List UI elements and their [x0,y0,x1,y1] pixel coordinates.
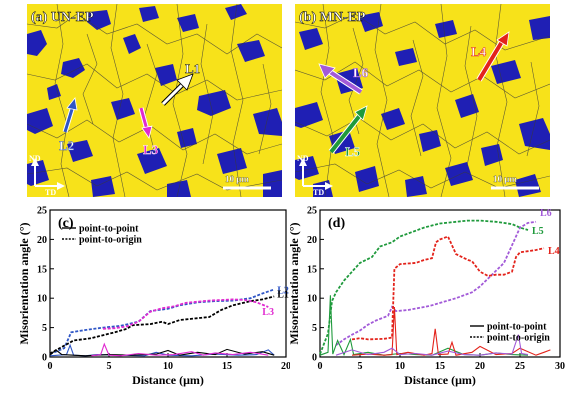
series-label-l4: L4 [548,246,560,257]
y-tick-label: 20 [307,235,317,246]
series-l2-point-to-point [49,343,275,357]
series-label-l2: L2 [277,285,289,296]
y-tick-label: 0 [312,353,317,364]
blue-phase-grains [295,12,550,197]
series-label-l3: L3 [262,307,274,318]
line-label-L2: L2 [59,138,74,153]
x-axis-label: Distance (μm) [404,373,476,387]
line-label-L6: L6 [353,65,369,80]
panel-a-label: (a) UN-EP [31,10,94,25]
y-axis-label: Misorientation angle (°) [17,222,31,344]
y-tick-label: 15 [307,264,317,275]
series-l6 [335,220,537,346]
grain-boundaries [295,4,550,197]
ebsd-map-a: L1 L2 L3 (a) UN-EP ND TD 10 μm [27,4,282,197]
panel-b-label: (b) MN-EP [299,10,366,25]
grain-background [295,4,550,197]
series-l4-point-to-point [351,306,551,356]
x-tick-label: 30 [555,361,565,372]
series-l3-point-to-point [91,342,269,357]
y-tick-label: 5 [312,323,317,334]
arrow-L4 [476,31,510,82]
chart-c: 0 5 10 15 20 0 5 10 15 20 25 Distance (μm) Misorient… [17,206,290,388]
panel-label: (c) [58,216,74,231]
line-label-L4: L4 [471,44,487,59]
panel-b-map: L4 L6 L5 (b) MN-EP ND TD 10 μm [295,4,550,197]
x-axis-label: Distance (μm) [132,373,204,387]
series-l6-point-to-point [335,334,529,356]
axis-nd-label: ND [297,154,309,163]
y-tick-label: 0 [42,353,47,364]
arrow-L5 [328,105,368,154]
panel-a-map: L1 L2 L3 (a) UN-EP ND TD 10 μm [27,4,282,197]
x-tick-label: 20 [475,361,485,372]
series-l3 [103,298,269,330]
nd-td-axes [31,158,65,190]
x-tick-label: 20 [281,361,290,372]
y-tick-label: 25 [307,206,317,217]
series-label-l6: L6 [540,208,552,219]
scale-bar-label: 10 μm [225,174,249,184]
x-tick-label: 0 [318,361,323,372]
line-label-L1: L1 [185,61,200,76]
axis-td-label: TD [45,188,56,197]
series-l5 [319,219,529,355]
scale-bar-label: 10 μm [493,174,517,184]
y-tick-label: 20 [37,235,47,246]
x-tick-label: 0 [48,361,53,372]
y-tick-label: 10 [37,294,47,305]
y-tick-label: 10 [307,294,317,305]
arrow-L2 [62,97,78,133]
series-l1 [49,295,275,355]
arrow-L6 [318,63,363,95]
x-tick-label: 15 [435,361,445,372]
nd-td-axes [299,158,333,190]
x-tick-label: 25 [515,361,525,372]
y-tick-label: 15 [37,264,47,275]
x-tick-label: 5 [358,361,363,372]
series-label-l5: L5 [532,226,544,237]
panel-label: (d) [328,216,345,231]
x-tick-label: 10 [163,361,173,372]
y-axis-label: Misorientation angle (°) [290,222,301,344]
x-tick-label: 10 [395,361,405,372]
legend-label: point-to-origin [487,333,550,344]
chart-d: 0 5 10 15 20 25 30 0 5 10 15 20 25 Distance (μm) Misor… [290,206,565,388]
legend-label: point-to-origin [79,235,142,246]
series-label-l1: L1 [277,289,289,300]
x-tick-label: 5 [107,361,112,372]
series-l4 [351,235,545,341]
ebsd-map-b: L4 L6 L5 (b) MN-EP ND TD 10 μm [295,4,550,197]
series-l1-point-to-point [49,348,275,357]
x-tick-label: 15 [222,361,232,372]
legend-label: point-to-point [79,224,139,235]
line-label-L5: L5 [345,144,361,159]
line-label-L3: L3 [143,142,159,157]
arrow-L3 [138,107,153,139]
axis-td-label: TD [313,188,324,197]
axis-nd-label: ND [29,154,41,163]
arrow-L1 [161,73,194,106]
y-tick-label: 25 [37,206,47,217]
legend-label: point-to-point [487,322,547,333]
blue-phase-grains [27,4,282,197]
y-tick-label: 5 [42,323,47,334]
